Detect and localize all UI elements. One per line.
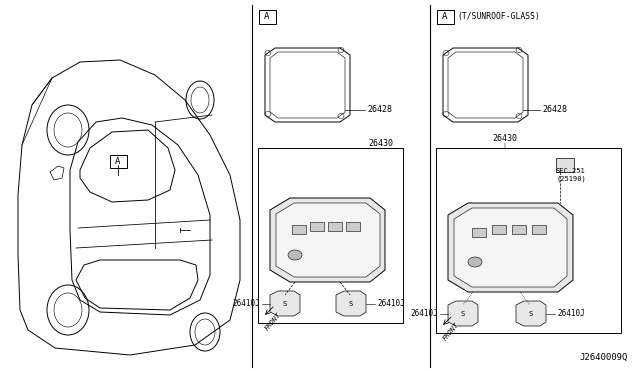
- Text: 26428: 26428: [367, 106, 392, 115]
- FancyBboxPatch shape: [259, 10, 275, 23]
- Text: 26410J: 26410J: [410, 310, 438, 318]
- Text: S: S: [461, 311, 465, 317]
- Text: (T/SUNROOF-GLASS): (T/SUNROOF-GLASS): [457, 12, 540, 21]
- Bar: [532, 225, 546, 234]
- Text: 26410J: 26410J: [557, 310, 585, 318]
- Polygon shape: [270, 291, 300, 316]
- Polygon shape: [448, 203, 573, 292]
- Text: A: A: [442, 12, 448, 21]
- Text: S: S: [529, 311, 533, 317]
- Text: FRONT: FRONT: [264, 312, 282, 332]
- Text: 26410J: 26410J: [377, 299, 404, 308]
- Bar: [512, 225, 526, 234]
- Bar: [258, 148, 403, 323]
- Bar: [492, 225, 506, 234]
- Text: SEC.251
(25190): SEC.251 (25190): [556, 168, 586, 182]
- Polygon shape: [454, 208, 567, 287]
- Text: J2640009Q: J2640009Q: [580, 353, 628, 362]
- FancyBboxPatch shape: [436, 10, 454, 23]
- Text: 26410J: 26410J: [232, 299, 260, 308]
- Bar: [472, 228, 486, 237]
- Text: 26430: 26430: [493, 134, 518, 143]
- Polygon shape: [336, 291, 366, 316]
- Bar: [328, 222, 342, 231]
- Text: A: A: [264, 12, 269, 21]
- Polygon shape: [448, 301, 478, 326]
- FancyBboxPatch shape: [109, 154, 127, 167]
- Text: S: S: [349, 301, 353, 307]
- Polygon shape: [270, 198, 385, 282]
- Text: S: S: [283, 301, 287, 307]
- Bar: [292, 225, 306, 234]
- Polygon shape: [516, 301, 546, 326]
- Bar: [436, 148, 621, 333]
- Text: 26430: 26430: [368, 139, 393, 148]
- Bar: [556, 158, 574, 172]
- Text: A: A: [115, 157, 121, 166]
- Bar: [346, 222, 360, 231]
- Ellipse shape: [288, 250, 302, 260]
- Bar: [310, 222, 324, 231]
- Text: 26428: 26428: [542, 106, 567, 115]
- Text: FRONT: FRONT: [442, 322, 460, 342]
- Ellipse shape: [468, 257, 482, 267]
- Polygon shape: [276, 203, 380, 277]
